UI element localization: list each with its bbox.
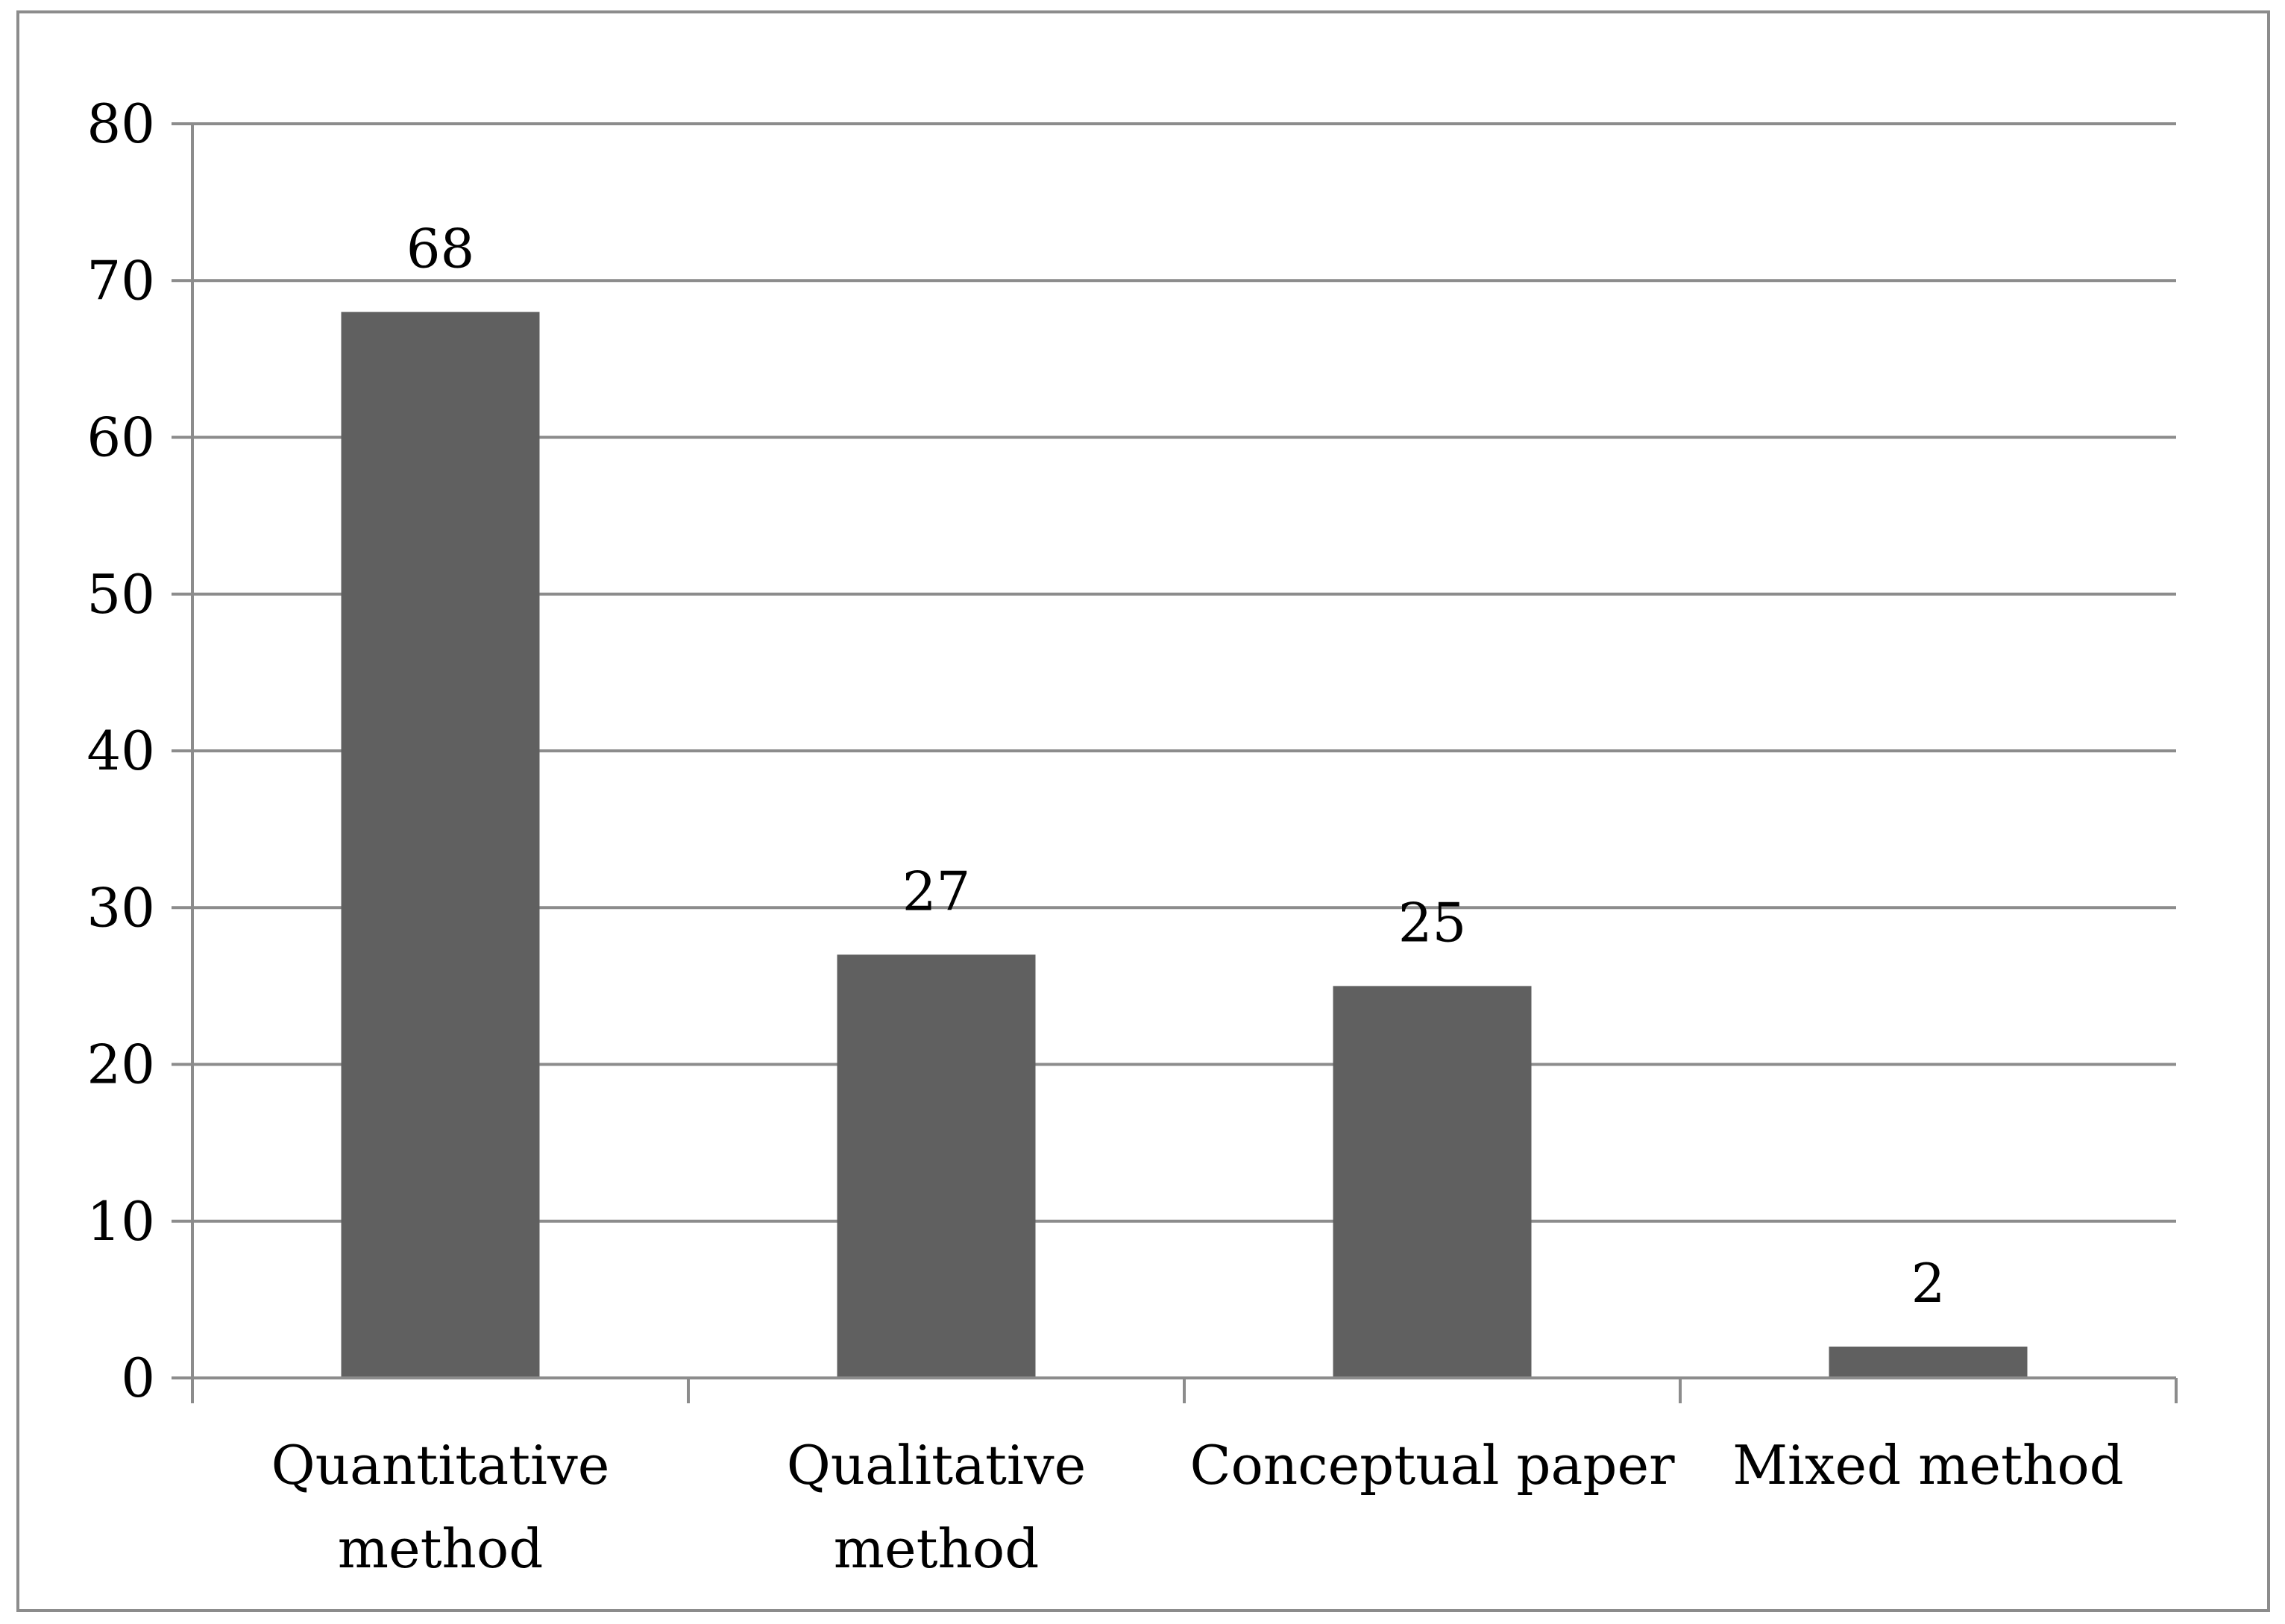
data-label-3: 2 [1911, 1252, 1946, 1315]
bar-2 [1333, 986, 1532, 1378]
x-tick-label-line: Quantitative [271, 1434, 610, 1496]
labels: 0 10 20 30 40 50 60 70 80 68 Quantitative method 27 Q… [87, 92, 2123, 1580]
y-tick-label-20: 20 [87, 1033, 155, 1096]
y-tick-label-60: 60 [87, 406, 155, 469]
bars [341, 312, 2028, 1378]
y-tick-label-10: 10 [87, 1190, 155, 1253]
x-tick-label-line: Conceptual paper [1189, 1434, 1675, 1496]
y-tick-label-30: 30 [87, 876, 155, 939]
y-tick-label-70: 70 [87, 249, 155, 312]
y-tick-label-50: 50 [87, 563, 155, 626]
y-tick-label-40: 40 [87, 720, 155, 782]
bar-1 [837, 954, 1036, 1378]
data-label-1: 27 [902, 860, 971, 922]
x-tick-label-0: Quantitative method [271, 1434, 610, 1580]
x-tick-label-line: Qualitative [787, 1434, 1086, 1496]
x-tick-label-line: method [834, 1517, 1040, 1580]
x-tick-label-1: Qualitative method [787, 1434, 1086, 1580]
bar-0 [341, 312, 540, 1378]
data-label-0: 68 [406, 217, 475, 280]
x-tick-label-line: Mixed method [1732, 1434, 2124, 1496]
x-tick-label-3: Mixed method [1732, 1434, 2124, 1496]
y-tick-label-80: 80 [87, 92, 155, 155]
x-tick-label-2: Conceptual paper [1189, 1434, 1675, 1496]
bar-3 [1829, 1346, 2028, 1378]
x-tick-label-line: method [338, 1517, 544, 1580]
y-tick-label-0: 0 [121, 1347, 155, 1409]
data-label-2: 25 [1398, 891, 1467, 954]
axes [172, 122, 2178, 1403]
